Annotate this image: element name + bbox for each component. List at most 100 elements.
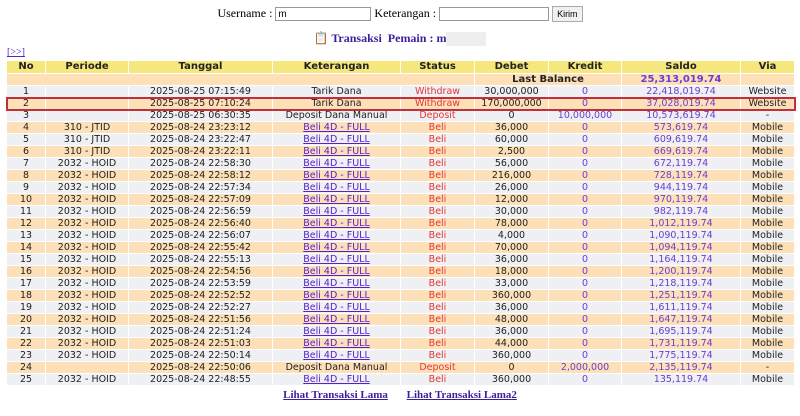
cell-status: Beli	[400, 301, 475, 314]
cell-keterangan: Tarik Dana	[272, 97, 401, 110]
cell-kredit: 10,000,000	[548, 109, 622, 122]
cell-keterangan[interactable]: Beli 4D - FULL	[272, 181, 401, 194]
cell-periode: 2032 - HOID	[45, 325, 129, 338]
cell-saldo: 1,251,119.74	[621, 289, 741, 302]
cell-keterangan[interactable]: Beli 4D - FULL	[272, 241, 401, 254]
cell-via: Mobile	[740, 337, 795, 350]
cell-debet: 36,000	[474, 301, 549, 314]
kirim-button[interactable]: Kirim	[552, 6, 583, 23]
cell-keterangan[interactable]: Beli 4D - FULL	[272, 349, 401, 362]
cell-via: Mobile	[740, 325, 795, 338]
cell-periode	[45, 361, 129, 374]
cell-keterangan[interactable]: Beli 4D - FULL	[272, 277, 401, 290]
table-header: No Periode Tanggal Keterangan Status Debet Kre…	[6, 60, 795, 74]
cell-tanggal: 2025-08-24 22:54:56	[128, 265, 273, 278]
cell-via: Mobile	[740, 373, 795, 386]
cell-tanggal: 2025-08-24 23:23:12	[128, 121, 273, 134]
table-row: 1 2025-08-25 07:15:49 Tarik Dana Withdraw 30…	[6, 85, 795, 98]
cell-tanggal: 2025-08-24 22:57:34	[128, 181, 273, 194]
cell-periode	[45, 97, 129, 110]
cell-no: 13	[6, 229, 46, 242]
cell-keterangan[interactable]: Beli 4D - FULL	[272, 325, 401, 338]
cell-via: Mobile	[740, 253, 795, 266]
table-row: 11 2032 - HOID 2025-08-24 22:56:59 Beli 4D …	[6, 205, 795, 218]
cell-status: Beli	[400, 133, 475, 146]
cell-saldo: 1,090,119.74	[621, 229, 741, 242]
cell-keterangan[interactable]: Beli 4D - FULL	[272, 289, 401, 302]
cell-debet: 170,000,000	[474, 97, 549, 110]
cell-kredit: 0	[548, 193, 622, 206]
page-title: 📋 Transaksi Pemain : m	[0, 31, 800, 47]
cell-periode: 2032 - HOID	[45, 265, 129, 278]
title-label: Transaksi	[331, 31, 382, 45]
cell-kredit: 0	[548, 181, 622, 194]
cell-no: 23	[6, 349, 46, 362]
table-row: 13 2032 - HOID 2025-08-24 22:56:07 Beli 4D …	[6, 229, 795, 242]
cell-periode: 2032 - HOID	[45, 169, 129, 182]
cell-keterangan[interactable]: Beli 4D - FULL	[272, 337, 401, 350]
cell-keterangan[interactable]: Beli 4D - FULL	[272, 205, 401, 218]
cell-no: 14	[6, 241, 46, 254]
cell-keterangan[interactable]: Beli 4D - FULL	[272, 229, 401, 242]
cell-keterangan[interactable]: Beli 4D - FULL	[272, 301, 401, 314]
cell-kredit: 0	[548, 97, 622, 110]
keterangan-label: Keterangan :	[374, 6, 437, 20]
cell-keterangan[interactable]: Beli 4D - FULL	[272, 265, 401, 278]
cell-via: Mobile	[740, 133, 795, 146]
table-row: 5 310 - JTID 2025-08-24 23:22:47 Beli 4D - …	[6, 133, 795, 146]
cell-saldo: 1,647,119.74	[621, 313, 741, 326]
cell-debet: 30,000	[474, 205, 549, 218]
cell-status: Beli	[400, 145, 475, 158]
table-row: 21 2032 - HOID 2025-08-24 22:51:24 Beli 4D …	[6, 325, 795, 338]
cell-saldo: 1,012,119.74	[621, 217, 741, 230]
next-page-link[interactable]: [>>]	[7, 47, 25, 58]
cell-via: Mobile	[740, 313, 795, 326]
cell-keterangan[interactable]: Beli 4D - FULL	[272, 217, 401, 230]
cell-periode: 2032 - HOID	[45, 181, 129, 194]
keterangan-input[interactable]	[439, 7, 550, 22]
header-tanggal: Tanggal	[128, 60, 273, 74]
lihat-transaksi-lama-link[interactable]: Lihat Transaksi Lama	[283, 389, 388, 401]
cell-keterangan[interactable]: Beli 4D - FULL	[272, 157, 401, 170]
cell-no: 20	[6, 313, 46, 326]
cell-tanggal: 2025-08-24 22:52:52	[128, 289, 273, 302]
cell-debet: 360,000	[474, 373, 549, 386]
header-no: No	[6, 60, 46, 74]
cell-periode: 2032 - HOID	[45, 193, 129, 206]
table-row: 25 2032 - HOID 2025-08-24 22:48:55 Beli 4D …	[6, 373, 795, 386]
cell-keterangan[interactable]: Beli 4D - FULL	[272, 169, 401, 182]
cell-via: -	[740, 109, 795, 122]
cell-status: Withdraw	[400, 85, 475, 98]
cell-keterangan[interactable]: Beli 4D - FULL	[272, 145, 401, 158]
table-row: 2 2025-08-25 07:10:24 Tarik Dana Withdraw 17…	[5, 96, 796, 111]
cell-keterangan[interactable]: Beli 4D - FULL	[272, 121, 401, 134]
search-form: Username : Keterangan : Kirim	[0, 5, 800, 23]
cell-tanggal: 2025-08-24 22:57:09	[128, 193, 273, 206]
cell-tanggal: 2025-08-24 22:56:07	[128, 229, 273, 242]
cell-status: Beli	[400, 325, 475, 338]
cell-status: Deposit	[400, 109, 475, 122]
cell-keterangan[interactable]: Beli 4D - FULL	[272, 313, 401, 326]
cell-via: Mobile	[740, 349, 795, 362]
header-kredit: Kredit	[548, 60, 622, 74]
cell-tanggal: 2025-08-24 23:22:11	[128, 145, 273, 158]
cell-keterangan[interactable]: Beli 4D - FULL	[272, 133, 401, 146]
cell-kredit: 0	[548, 85, 622, 98]
cell-periode	[45, 85, 129, 98]
cell-via: Mobile	[740, 157, 795, 170]
cell-keterangan[interactable]: Beli 4D - FULL	[272, 253, 401, 266]
cell-via: Mobile	[740, 121, 795, 134]
username-input[interactable]	[275, 7, 372, 22]
transaction-table: No Periode Tanggal Keterangan Status Debet Kre…	[5, 60, 796, 386]
cell-tanggal: 2025-08-24 22:58:12	[128, 169, 273, 182]
lihat-transaksi-lama2-link[interactable]: Lihat Transaksi Lama2	[406, 389, 517, 401]
cell-tanggal: 2025-08-24 22:50:06	[128, 361, 273, 374]
cell-keterangan[interactable]: Beli 4D - FULL	[272, 373, 401, 386]
cell-status: Beli	[400, 277, 475, 290]
cell-saldo: 573,619.74	[621, 121, 741, 134]
cell-periode: 2032 - HOID	[45, 241, 129, 254]
cell-no: 10	[6, 193, 46, 206]
cell-via: Mobile	[740, 181, 795, 194]
cell-periode	[45, 109, 129, 122]
cell-keterangan[interactable]: Beli 4D - FULL	[272, 193, 401, 206]
